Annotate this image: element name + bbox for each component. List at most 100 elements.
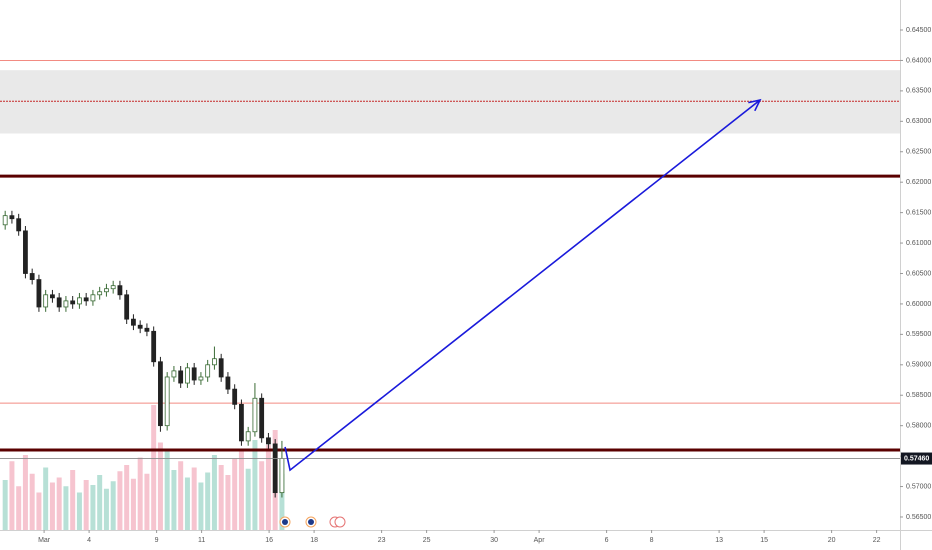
volume-bar <box>97 475 103 530</box>
y-tick-label: 0.62500 <box>906 149 931 156</box>
volume-bar <box>232 458 238 530</box>
candle-body <box>144 327 150 332</box>
candle-body <box>56 297 62 308</box>
candle-body <box>158 361 163 427</box>
candle-body <box>23 230 28 274</box>
x-tick-label: 20 <box>828 537 836 544</box>
y-tick-label: 0.58000 <box>906 423 931 430</box>
x-tick-label: 16 <box>265 537 273 544</box>
volume-bar <box>245 468 251 530</box>
y-tick-label: 0.63000 <box>906 118 931 125</box>
y-tick-label: 0.62000 <box>906 179 931 186</box>
candle-body <box>77 297 82 305</box>
volume-bar <box>225 475 231 530</box>
candle-body <box>245 431 251 442</box>
candle-body <box>36 279 42 308</box>
volume-bar <box>157 442 163 530</box>
candle-body <box>50 294 55 299</box>
candle-body <box>252 397 258 433</box>
y-tick-label: 0.61000 <box>906 240 931 247</box>
volume-bar <box>238 451 244 530</box>
volume-bar <box>63 486 69 530</box>
candle-body <box>2 215 8 226</box>
event-icon[interactable] <box>334 516 346 528</box>
y-tick-label: 0.58500 <box>906 392 931 399</box>
candle-body <box>43 294 49 308</box>
x-tick-label: 30 <box>490 537 498 544</box>
candle-body <box>70 300 76 305</box>
y-tick-label: 0.59000 <box>906 362 931 369</box>
candle-body <box>272 443 278 494</box>
zone <box>0 70 900 134</box>
candle-body <box>104 288 109 293</box>
volume-bar <box>83 480 89 530</box>
volume-bar <box>211 455 217 530</box>
y-tick-label: 0.57000 <box>906 483 931 490</box>
candle-body <box>16 218 22 232</box>
y-tick-label: 0.61500 <box>906 209 931 216</box>
volume-bar <box>49 482 55 530</box>
volume-bar <box>117 471 123 530</box>
volume-bar <box>124 465 130 530</box>
volume-bar <box>205 472 211 530</box>
y-tick-label: 0.64500 <box>906 27 931 34</box>
x-tick-label: 18 <box>310 537 318 544</box>
candle-body <box>63 300 69 308</box>
volume-bar <box>110 481 116 530</box>
x-tick-label: 9 <box>155 537 159 544</box>
volume-bar <box>265 445 271 530</box>
volume-bar <box>252 440 258 530</box>
candle-body <box>178 370 184 384</box>
candle-body <box>29 273 35 280</box>
candle-body <box>164 376 170 427</box>
candle-body <box>232 388 238 405</box>
volume-bar <box>151 405 157 530</box>
x-tick-label: Mar <box>38 537 51 544</box>
x-tick-label: 8 <box>650 537 654 544</box>
candle-body <box>279 458 285 494</box>
x-tick-label: 11 <box>198 537 205 544</box>
candle-body <box>185 367 190 384</box>
volume-bar <box>198 482 204 530</box>
volume-bar <box>218 465 224 530</box>
last-price-label: 0.57460 <box>904 455 929 462</box>
volume-bar <box>178 461 184 530</box>
volume-bar <box>16 486 22 530</box>
x-tick-label: 25 <box>423 537 431 544</box>
last-price-tag <box>901 452 932 465</box>
candle-body <box>97 291 103 296</box>
plot: 0.64500 0.64000 0.63500 0.63000 0.62500 0.620… <box>0 27 932 544</box>
candle-body <box>9 215 15 220</box>
volume-bar <box>164 448 170 530</box>
volume-bar <box>22 455 28 530</box>
x-tick-label: Apr <box>534 537 546 544</box>
volume-bar <box>191 467 197 530</box>
volume-bar <box>279 473 285 530</box>
arrow-head <box>748 98 762 112</box>
volume-bar <box>259 461 265 530</box>
candle-body <box>137 324 143 329</box>
volume-bar <box>70 470 76 530</box>
volume-bar <box>76 492 82 530</box>
x-tick-label: 23 <box>378 537 386 544</box>
volume-bar <box>90 485 96 530</box>
y-tick-label: 0.64000 <box>906 57 931 64</box>
y-tick-label: 0.60500 <box>906 270 931 277</box>
x-tick-label: 4 <box>87 537 91 544</box>
candle-body <box>205 364 211 378</box>
volume-bar <box>103 488 109 530</box>
candle-body <box>191 367 197 381</box>
arrow-path <box>284 99 761 472</box>
volume-bar <box>36 492 42 530</box>
event-icons <box>279 516 346 528</box>
candle-body <box>110 285 116 290</box>
volume-bar <box>2 480 8 530</box>
candle-body <box>117 285 123 296</box>
volume-bar <box>43 467 49 530</box>
candle-body <box>131 318 136 326</box>
x-tick-label: 15 <box>760 537 768 544</box>
x-tick-label: 22 <box>873 537 881 544</box>
candle-body <box>218 358 224 378</box>
candle-body <box>171 370 177 378</box>
